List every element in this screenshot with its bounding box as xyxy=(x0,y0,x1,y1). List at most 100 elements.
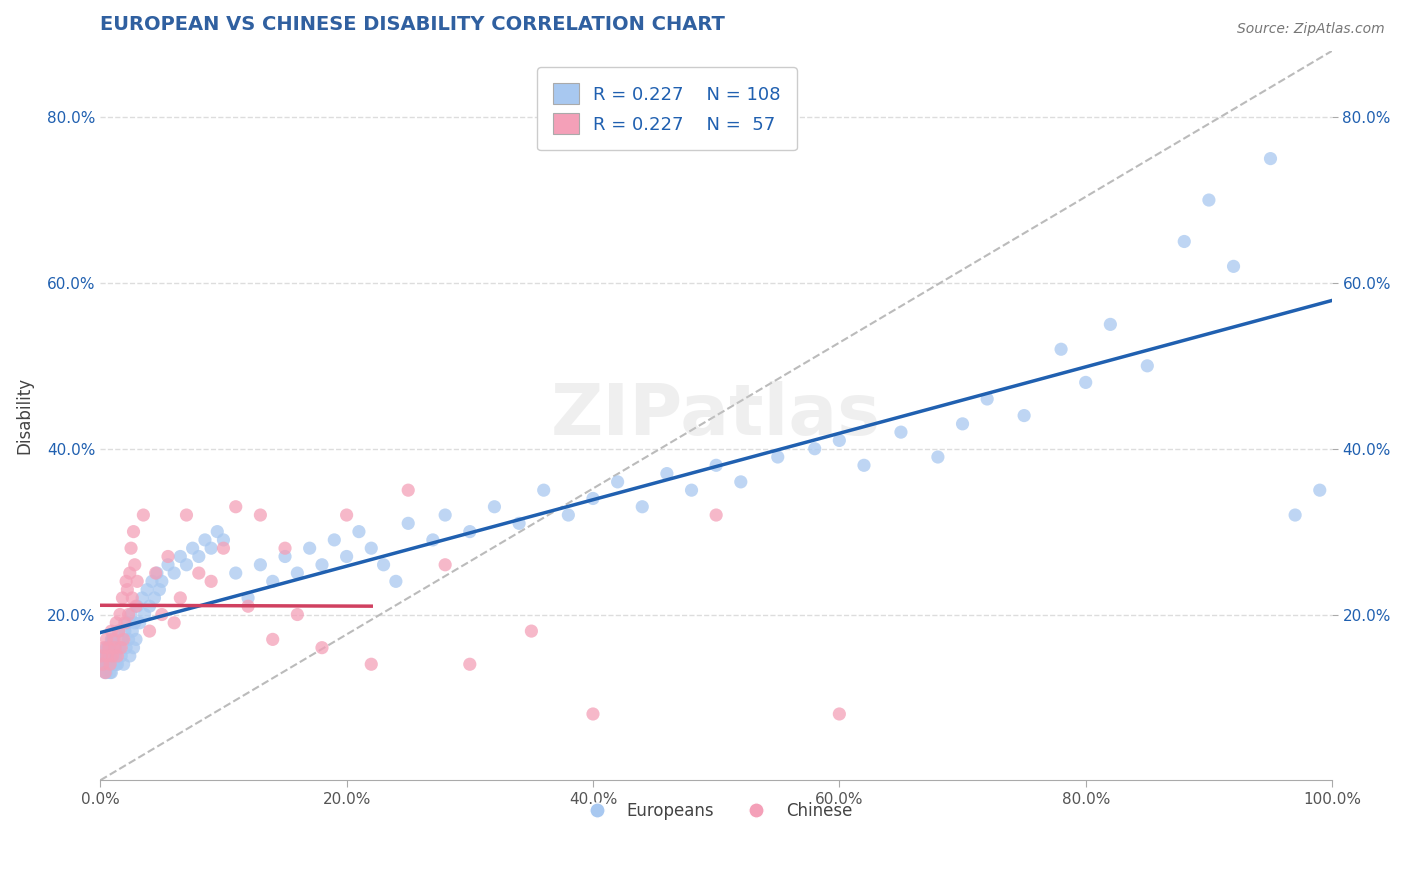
Point xyxy=(94,665,117,680)
Point xyxy=(655,467,678,481)
Point xyxy=(236,599,259,614)
Point xyxy=(90,648,112,663)
Point xyxy=(347,524,370,539)
Point xyxy=(121,624,143,639)
Point xyxy=(508,516,530,531)
Point xyxy=(458,524,481,539)
Point xyxy=(98,657,121,672)
Point xyxy=(98,648,121,663)
Point xyxy=(107,624,129,639)
Point xyxy=(730,475,752,489)
Point xyxy=(111,632,134,647)
Point xyxy=(111,591,134,605)
Point xyxy=(104,648,127,663)
Point xyxy=(114,624,136,639)
Point xyxy=(101,657,124,672)
Point xyxy=(249,558,271,572)
Point xyxy=(274,549,297,564)
Point xyxy=(360,657,382,672)
Point xyxy=(582,491,605,506)
Point xyxy=(117,615,139,630)
Point xyxy=(120,541,142,556)
Point xyxy=(298,541,321,556)
Point xyxy=(1012,409,1035,423)
Point xyxy=(105,648,128,663)
Point xyxy=(124,558,146,572)
Point xyxy=(96,632,118,647)
Point xyxy=(125,632,148,647)
Point xyxy=(150,607,173,622)
Point xyxy=(97,657,120,672)
Point xyxy=(138,599,160,614)
Point xyxy=(927,450,949,464)
Point xyxy=(458,657,481,672)
Point xyxy=(249,508,271,522)
Point xyxy=(100,665,122,680)
Point xyxy=(114,615,136,630)
Point xyxy=(1222,260,1244,274)
Point xyxy=(187,549,209,564)
Point xyxy=(96,665,118,680)
Point xyxy=(163,615,186,630)
Point xyxy=(94,665,117,680)
Point xyxy=(93,640,115,655)
Point xyxy=(631,500,654,514)
Point xyxy=(122,640,145,655)
Point xyxy=(274,541,297,556)
Point xyxy=(852,458,875,473)
Point xyxy=(97,640,120,655)
Point xyxy=(107,657,129,672)
Point xyxy=(285,607,308,622)
Point xyxy=(704,458,727,473)
Point xyxy=(117,632,139,647)
Point xyxy=(98,665,121,680)
Point xyxy=(112,632,135,647)
Point xyxy=(104,640,127,655)
Point xyxy=(97,640,120,655)
Point xyxy=(91,657,114,672)
Text: ZIPatlas: ZIPatlas xyxy=(551,381,882,450)
Point xyxy=(336,508,359,522)
Point xyxy=(121,591,143,605)
Point xyxy=(557,508,579,522)
Point xyxy=(101,648,124,663)
Point xyxy=(212,533,235,547)
Point xyxy=(96,640,118,655)
Point xyxy=(118,566,141,580)
Point xyxy=(127,599,149,614)
Point xyxy=(1050,343,1073,357)
Point xyxy=(207,524,229,539)
Point xyxy=(103,632,125,647)
Point xyxy=(138,624,160,639)
Point xyxy=(125,599,148,614)
Point xyxy=(952,417,974,431)
Point xyxy=(1173,235,1195,249)
Point xyxy=(110,648,132,663)
Point xyxy=(976,392,998,406)
Point xyxy=(108,607,131,622)
Point xyxy=(115,640,138,655)
Point xyxy=(422,533,444,547)
Point xyxy=(606,475,628,489)
Point xyxy=(148,582,170,597)
Point xyxy=(131,591,153,605)
Point xyxy=(890,425,912,439)
Point xyxy=(94,648,117,663)
Point xyxy=(122,524,145,539)
Point xyxy=(117,582,139,597)
Point xyxy=(120,607,142,622)
Point xyxy=(132,508,155,522)
Point xyxy=(1198,193,1220,207)
Point xyxy=(484,500,506,514)
Point xyxy=(103,657,125,672)
Point xyxy=(1136,359,1159,373)
Point xyxy=(176,558,198,572)
Point xyxy=(115,574,138,589)
Point xyxy=(141,574,163,589)
Point xyxy=(1309,483,1331,498)
Point xyxy=(681,483,703,498)
Point xyxy=(107,648,129,663)
Point xyxy=(181,541,204,556)
Point xyxy=(396,483,419,498)
Point xyxy=(285,566,308,580)
